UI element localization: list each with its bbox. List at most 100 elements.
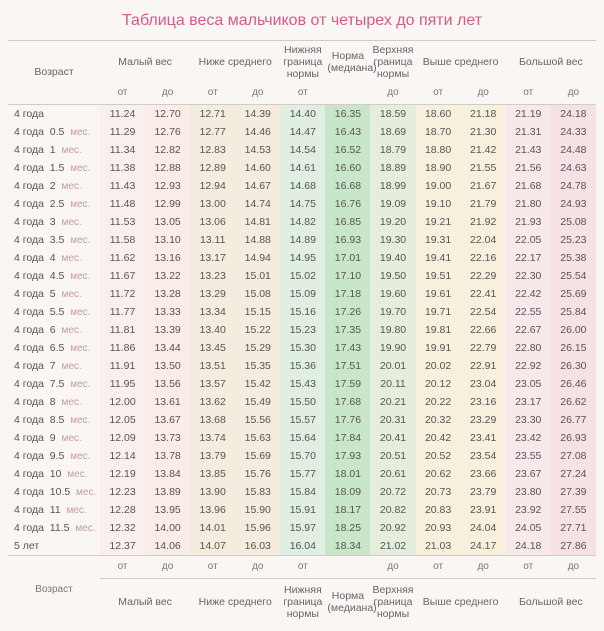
value-cell: 11.38: [100, 159, 145, 177]
value-cell: 15.96: [235, 519, 280, 537]
value-cell: 23.41: [461, 429, 506, 447]
table-row: 4 года 7.5 мес.11.9513.5613.5715.4215.43…: [8, 375, 596, 393]
value-cell: 12.99: [145, 195, 190, 213]
value-cell: 22.42: [506, 285, 551, 303]
value-cell: 20.61: [370, 465, 415, 483]
age-cell: 4 года 5 мес.: [8, 285, 100, 303]
hdr-normhigh: Верхняя граница нормы: [370, 41, 415, 85]
value-cell: 23.79: [461, 483, 506, 501]
table-row: 4 года 2.5 мес.11.4812.9913.0014.7414.75…: [8, 195, 596, 213]
value-cell: 22.67: [506, 321, 551, 339]
age-cell: 4 года 6.5 мес.: [8, 339, 100, 357]
value-cell: 24.48: [551, 141, 596, 159]
value-cell: 23.66: [461, 465, 506, 483]
value-cell: 15.97: [280, 519, 325, 537]
value-cell: 11.43: [100, 177, 145, 195]
value-cell: 21.67: [461, 177, 506, 195]
table-row: 4 года 3.5 мес.11.5813.1013.1114.8814.89…: [8, 231, 596, 249]
value-cell: 14.39: [235, 105, 280, 124]
table-row: 4 года 5.5 мес.11.7713.3313.3415.1515.16…: [8, 303, 596, 321]
value-cell: 24.33: [551, 123, 596, 141]
hdr-from: от: [280, 84, 325, 105]
value-cell: 21.18: [461, 105, 506, 124]
value-cell: 21.31: [506, 123, 551, 141]
value-cell: 14.47: [280, 123, 325, 141]
value-cell: 20.31: [370, 411, 415, 429]
value-cell: 13.39: [145, 321, 190, 339]
value-cell: 13.00: [190, 195, 235, 213]
value-cell: 16.04: [280, 537, 325, 556]
value-cell: 27.86: [551, 537, 596, 556]
value-cell: 18.89: [370, 159, 415, 177]
value-cell: 15.57: [280, 411, 325, 429]
value-cell: 12.28: [100, 501, 145, 519]
value-cell: 15.69: [235, 447, 280, 465]
hdr-to: до: [235, 84, 280, 105]
age-cell: 4 года 11 мес.: [8, 501, 100, 519]
value-cell: 23.30: [506, 411, 551, 429]
table-row: 4 года 11 мес.12.2813.9513.9615.9015.911…: [8, 501, 596, 519]
value-cell: 15.43: [280, 375, 325, 393]
value-cell: 14.46: [235, 123, 280, 141]
value-cell: 13.74: [190, 429, 235, 447]
value-cell: 26.77: [551, 411, 596, 429]
value-cell: 21.79: [461, 195, 506, 213]
value-cell: 18.99: [370, 177, 415, 195]
age-cell: 4 года 9 мес.: [8, 429, 100, 447]
value-cell: 11.77: [100, 303, 145, 321]
footer-row-2: Возраст от до от до от до от до от до: [8, 556, 596, 579]
value-cell: 17.68: [325, 393, 370, 411]
value-cell: 13.10: [145, 231, 190, 249]
value-cell: 13.50: [145, 357, 190, 375]
value-cell: 11.62: [100, 249, 145, 267]
ftr-above: Выше среднего: [416, 579, 506, 624]
value-cell: 25.69: [551, 285, 596, 303]
value-cell: 12.77: [190, 123, 235, 141]
value-cell: 14.75: [280, 195, 325, 213]
value-cell: 15.63: [235, 429, 280, 447]
value-cell: 23.04: [461, 375, 506, 393]
table-row: 4 года 1.5 мес.11.3812.8812.8914.6014.61…: [8, 159, 596, 177]
value-cell: 23.67: [506, 465, 551, 483]
value-cell: 12.70: [145, 105, 190, 124]
value-cell: 11.95: [100, 375, 145, 393]
value-cell: 20.83: [416, 501, 461, 519]
value-cell: 15.90: [235, 501, 280, 519]
hdr-to: до: [551, 84, 596, 105]
value-cell: 16.52: [325, 141, 370, 159]
value-cell: 12.32: [100, 519, 145, 537]
ftr-median: Норма (медиана): [325, 579, 370, 624]
value-cell: 14.40: [280, 105, 325, 124]
age-cell: 4 года 3 мес.: [8, 213, 100, 231]
value-cell: 15.09: [280, 285, 325, 303]
value-cell: 26.62: [551, 393, 596, 411]
value-cell: 14.95: [280, 249, 325, 267]
hdr-from: от: [190, 84, 235, 105]
table-row: 4 года 5 мес.11.7213.2813.2915.0815.0917…: [8, 285, 596, 303]
value-cell: 20.41: [370, 429, 415, 447]
value-cell: 16.43: [325, 123, 370, 141]
value-cell: 13.40: [190, 321, 235, 339]
value-cell: 13.73: [145, 429, 190, 447]
value-cell: 15.50: [280, 393, 325, 411]
value-cell: 14.61: [280, 159, 325, 177]
value-cell: 17.35: [325, 321, 370, 339]
value-cell: 21.93: [506, 213, 551, 231]
value-cell: 22.41: [461, 285, 506, 303]
value-cell: 13.45: [190, 339, 235, 357]
value-cell: 23.55: [506, 447, 551, 465]
age-cell: 4 года 8.5 мес.: [8, 411, 100, 429]
value-cell: 13.68: [190, 411, 235, 429]
value-cell: 18.34: [325, 537, 370, 556]
ftr-to: до: [461, 556, 506, 579]
value-cell: 14.06: [145, 537, 190, 556]
value-cell: 21.42: [461, 141, 506, 159]
value-cell: 12.94: [190, 177, 235, 195]
value-cell: 19.81: [416, 321, 461, 339]
value-cell: 13.11: [190, 231, 235, 249]
ftr-normhigh: Верхняя граница нормы: [370, 579, 415, 624]
ftr-below: Ниже среднего: [190, 579, 280, 624]
value-cell: 15.22: [235, 321, 280, 339]
age-cell: 5 лет: [8, 537, 100, 556]
value-cell: 20.93: [416, 519, 461, 537]
